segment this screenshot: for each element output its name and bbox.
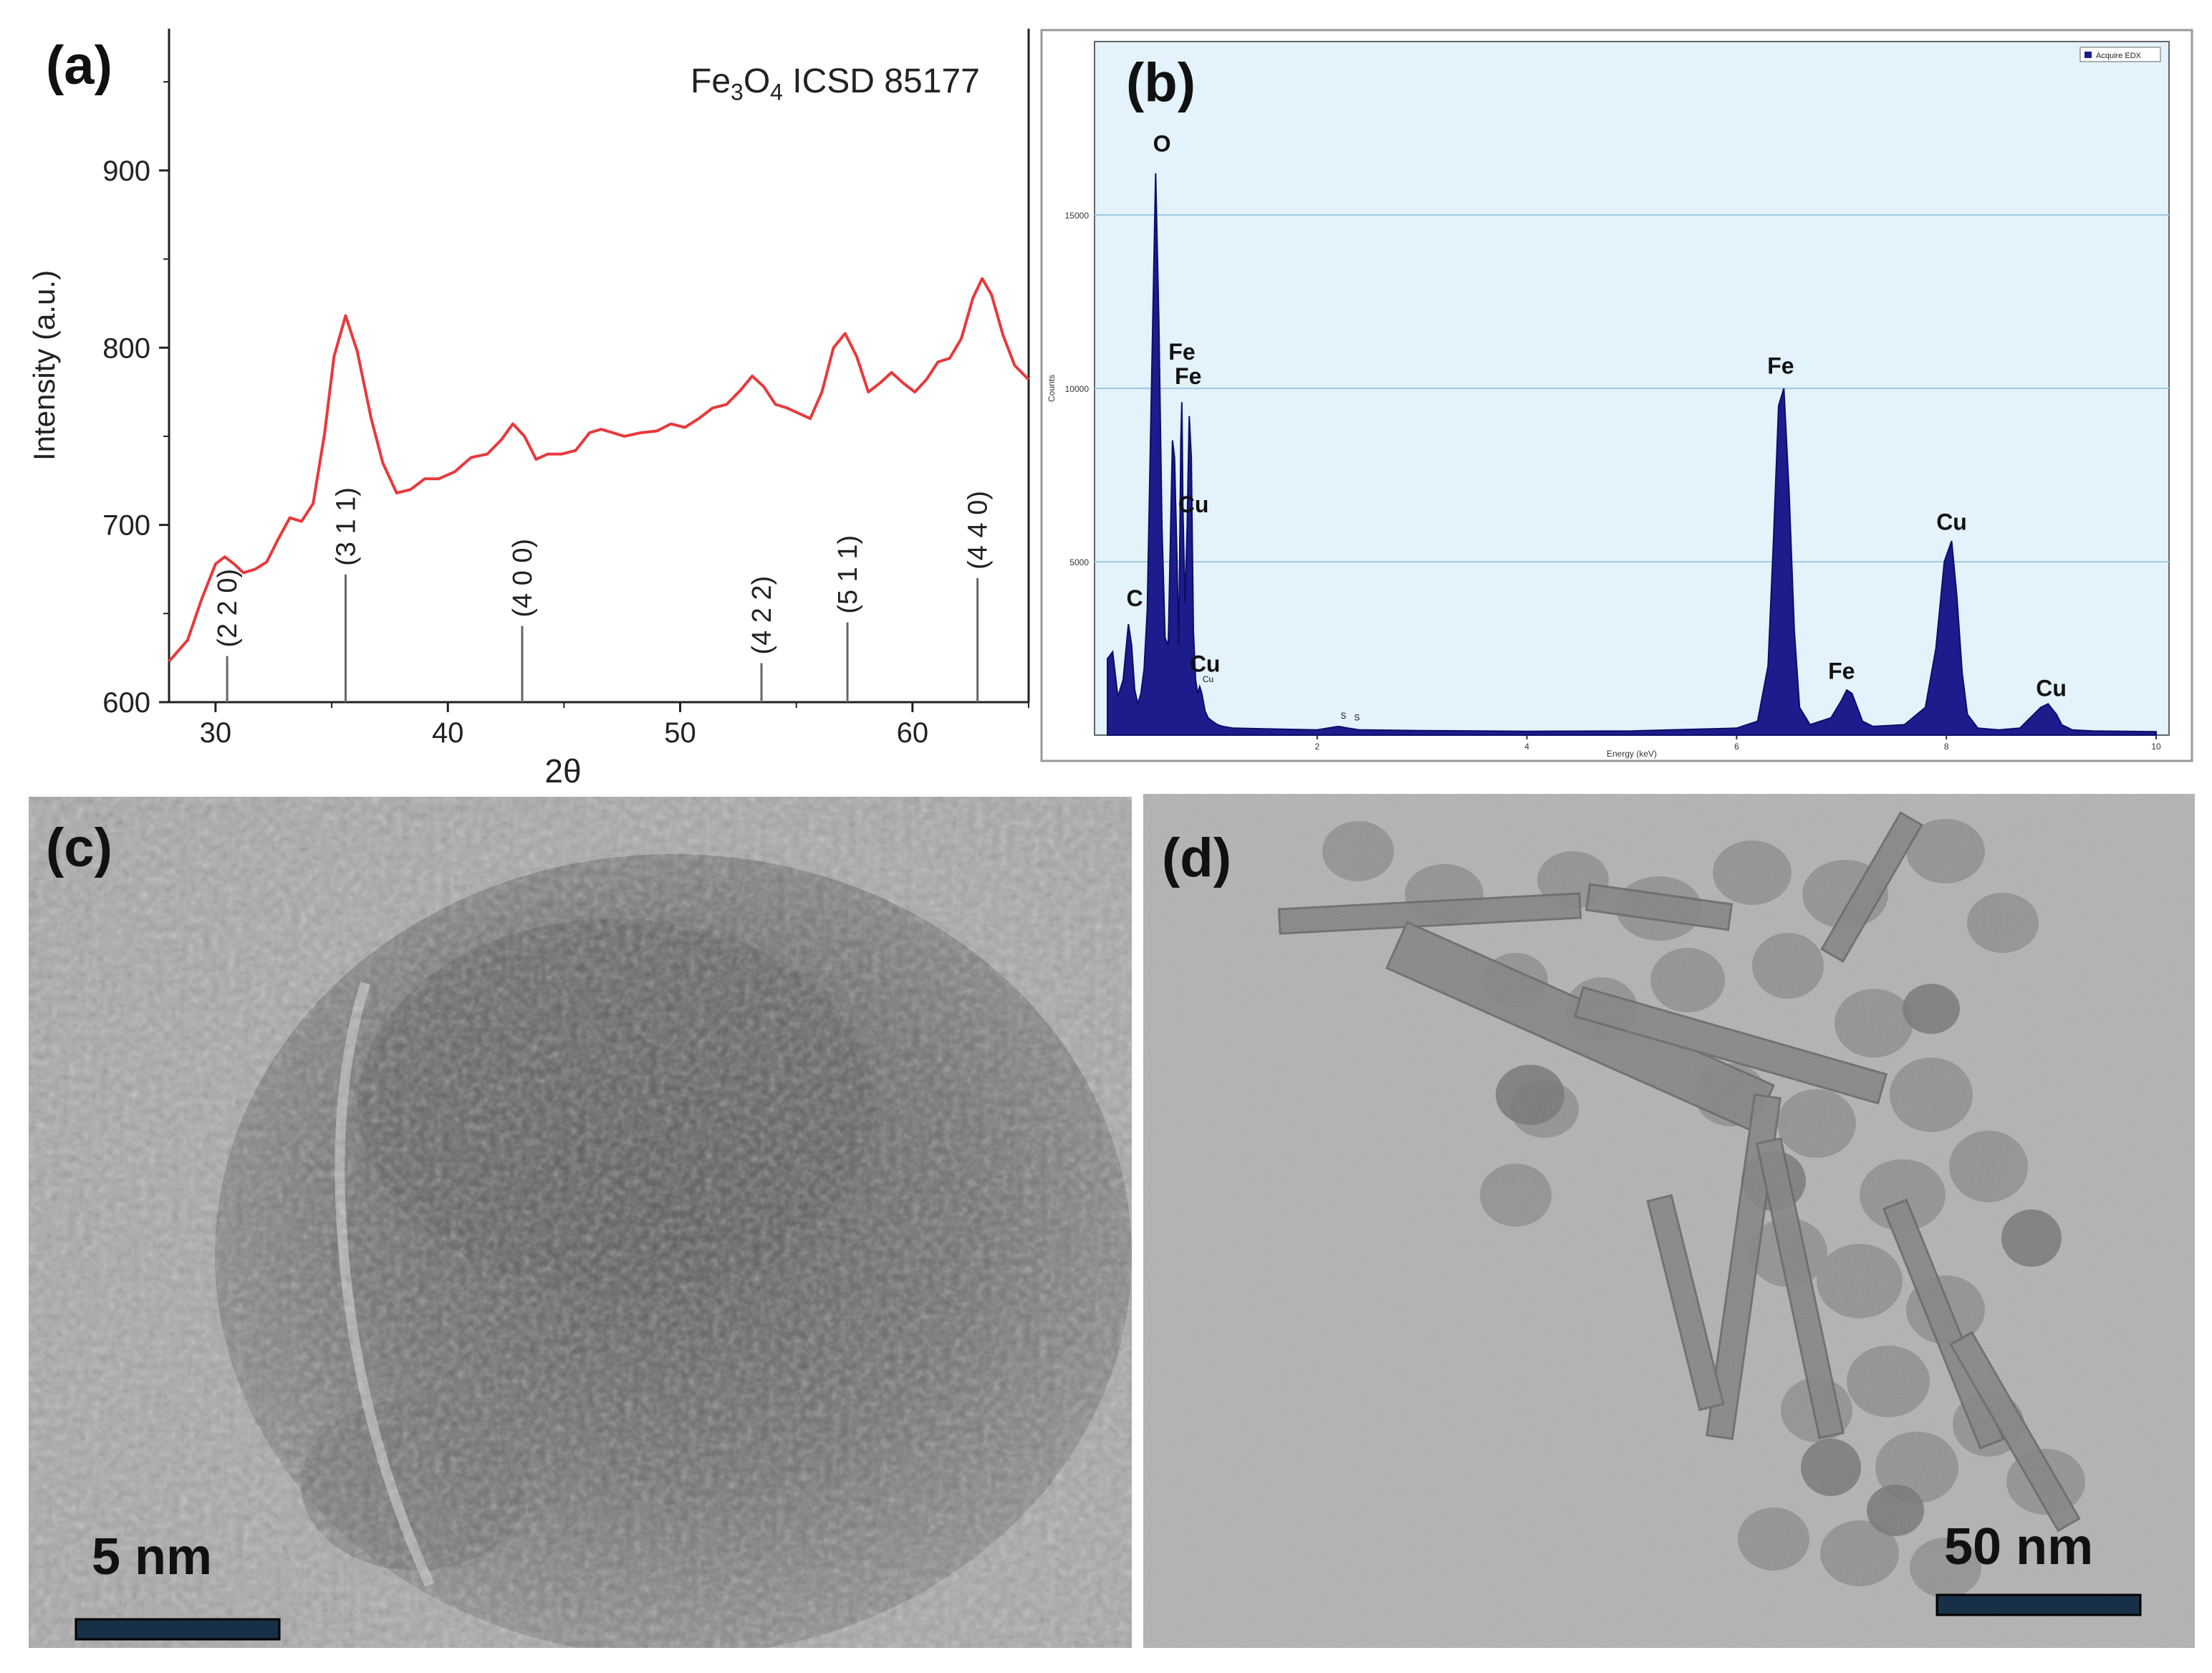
element-label: Fe (1828, 658, 1855, 684)
panel-c: (c) 5 nm (29, 797, 1132, 1657)
element-label: Cu (1190, 651, 1221, 677)
panel-d: (d) 50 nm (1143, 794, 2195, 1648)
y-tick-label: 10000 (1065, 384, 1090, 394)
scalebar-d (1936, 1593, 2142, 1616)
panel-b: 5000 10000 15000 2 4 6 8 10 Energy (keV) Counts O F… (1040, 29, 2195, 764)
hrtem-image (29, 797, 1132, 1657)
hkl-label: (4 2 2) (747, 576, 777, 655)
y-tick-label: 600 (102, 687, 150, 719)
y-tick-label: 900 (102, 155, 150, 187)
hkl-label: (5 1 1) (833, 535, 863, 614)
y-tick-label: 800 (102, 332, 150, 364)
panel-d-label: (d) (1162, 828, 1232, 888)
scalebar-d-label: 50 nm (1944, 1518, 2094, 1576)
x-axis-label: Energy (keV) (1607, 749, 1657, 759)
reference-label: Fe3O4 ICSD 85177 (691, 62, 980, 105)
y-axis-label: Counts (1047, 375, 1057, 402)
element-label: O (1153, 131, 1171, 157)
element-label: Fe (1767, 353, 1794, 378)
element-label: Cu (2036, 676, 2067, 701)
x-tick-label: 10 (2151, 742, 2161, 752)
hkl-label: (4 0 0) (508, 539, 538, 618)
panel-a: 30 40 50 60 600 700 800 900 2θ Intensity (a.u.) (2… (0, 0, 1032, 790)
element-label: C (1127, 585, 1143, 611)
x-tick-label: 4 (1524, 742, 1529, 752)
x-axis-label: 2θ (544, 752, 581, 788)
x-tick-label: 6 (1734, 742, 1739, 752)
element-label: Fe (1168, 339, 1195, 365)
panel-a-label: (a) (46, 35, 112, 96)
legend-box (2079, 47, 2161, 62)
x-tick-label: 2 (1314, 742, 1319, 752)
x-tick-label: 40 (432, 717, 464, 749)
legend-swatch (2084, 52, 2092, 58)
y-tick-label: 5000 (1069, 557, 1089, 567)
y-axis-label: Intensity (a.u.) (27, 270, 61, 461)
element-label: Fe (1175, 363, 1201, 389)
hkl-label: (4 4 0) (963, 491, 994, 570)
element-label: Cu (1203, 674, 1213, 684)
x-tick-label: 60 (897, 717, 929, 749)
panel-b-label: (b) (1126, 52, 1196, 113)
hkl-label: (3 1 1) (331, 487, 361, 566)
y-tick-label: 700 (102, 510, 150, 542)
element-label: S (1354, 712, 1360, 722)
element-label: Cu (1178, 492, 1209, 517)
element-label: Cu (1936, 509, 1967, 535)
y-tick-label: 15000 (1065, 211, 1090, 221)
legend-label: Acquire EDX (2096, 52, 2142, 60)
hkl-label: (2 2 0) (213, 569, 243, 648)
x-tick-label: 8 (1944, 742, 1949, 752)
scalebar-c (74, 1618, 281, 1641)
edx-chart: 5000 10000 15000 2 4 6 8 10 Energy (keV) Counts O F… (1040, 29, 2193, 762)
element-label: S (1340, 711, 1346, 721)
x-tick-label: 30 (200, 717, 232, 749)
tem-image (1143, 794, 2195, 1648)
xrd-curve (168, 277, 1030, 663)
panel-c-label: (c) (46, 818, 112, 878)
x-tick-label: 50 (664, 717, 696, 749)
edx-spectrum (1107, 173, 2157, 736)
xrd-chart: 30 40 50 60 600 700 800 900 2θ Intensity (a.u.) (2… (27, 29, 1030, 790)
scalebar-c-label: 5 nm (92, 1528, 213, 1586)
